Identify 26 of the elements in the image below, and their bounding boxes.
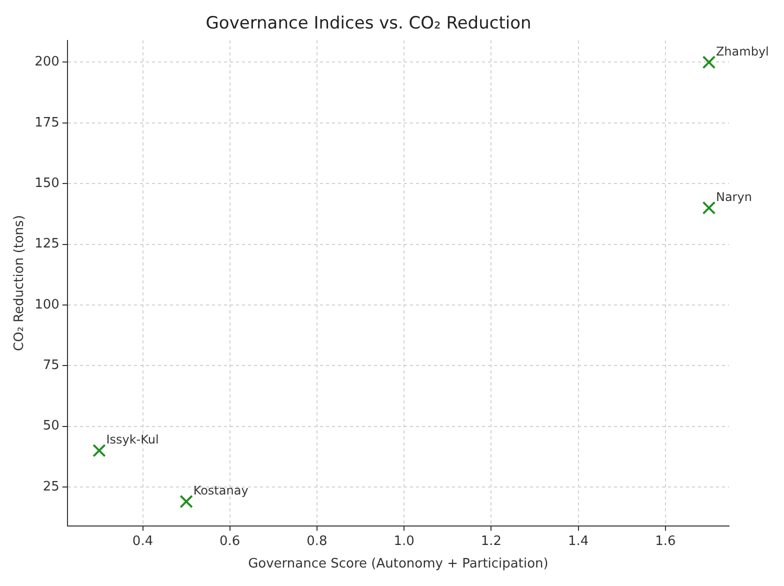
y-tick-label: 100 bbox=[34, 297, 60, 312]
x-tick-label: 1.2 bbox=[480, 534, 502, 549]
y-tick-label: 175 bbox=[34, 115, 60, 130]
x-tick-label: 0.6 bbox=[220, 534, 240, 549]
point bbox=[180, 494, 193, 508]
y-tick-label: 25 bbox=[42, 479, 60, 494]
y-tick-label: 50 bbox=[42, 418, 60, 434]
point bbox=[92, 444, 106, 458]
point bbox=[702, 201, 716, 215]
x-tick-label: 0.8 bbox=[306, 534, 328, 549]
point bbox=[702, 56, 716, 69]
chart-title: Governance Indices vs. CO₂ Reduction bbox=[206, 14, 532, 34]
annotation: Issyk-Kul bbox=[106, 432, 159, 447]
y-tick-label: 75 bbox=[42, 358, 60, 373]
x-axis-title: Governance Score (Autonomy + Participation) bbox=[248, 556, 548, 572]
annotation: Naryn bbox=[716, 190, 752, 204]
x-tick-label: 1.4 bbox=[568, 534, 589, 549]
x-tick-label: 1.6 bbox=[655, 534, 676, 549]
y-axis-title: CO₂ Reduction (tons) bbox=[12, 215, 28, 352]
y-tick-label: 150 bbox=[34, 176, 60, 191]
annotation: Zhambyl bbox=[716, 44, 769, 58]
x-tick-label: 1.0 bbox=[394, 534, 414, 549]
x-tick-label: 0.4 bbox=[132, 534, 154, 549]
y-tick-label: 125 bbox=[34, 236, 60, 252]
annotation: Kostanay bbox=[193, 484, 248, 498]
y-tick-label: 200 bbox=[34, 54, 60, 70]
